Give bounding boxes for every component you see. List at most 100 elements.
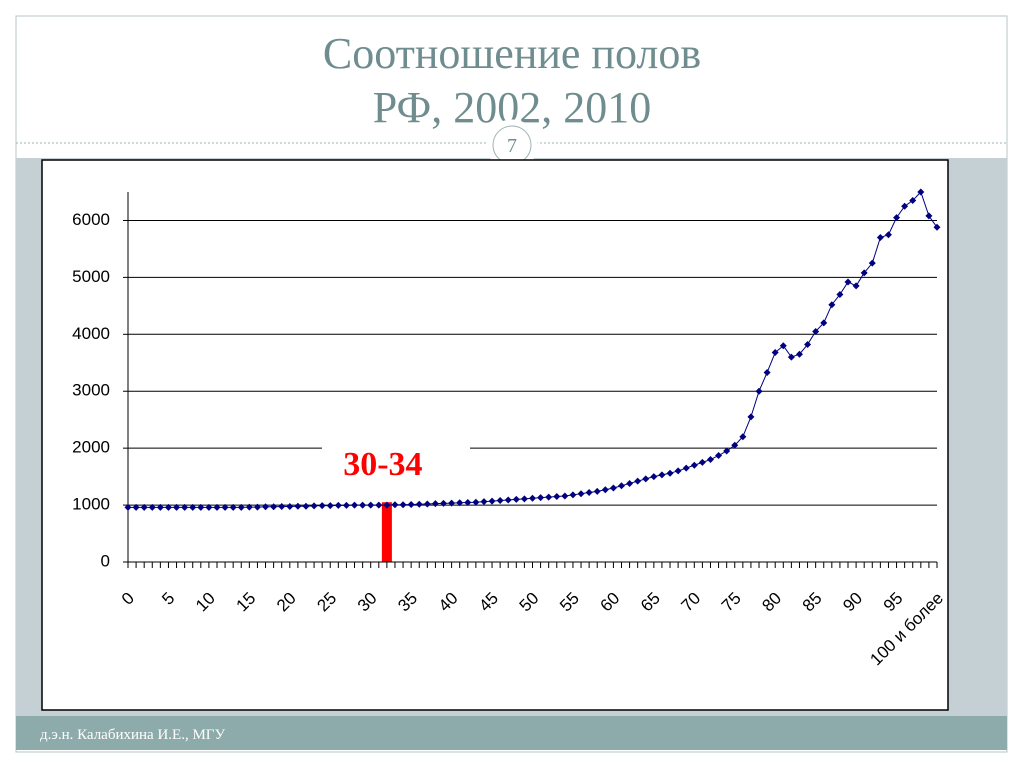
data-point (245, 503, 253, 511)
data-point (771, 349, 779, 357)
data-point (715, 452, 723, 460)
data-point (779, 342, 787, 350)
data-point (359, 501, 367, 509)
data-point (140, 503, 148, 511)
data-point (520, 495, 528, 503)
data-point (682, 464, 690, 472)
data-point (310, 502, 318, 510)
data-point (529, 494, 536, 502)
chart-box (41, 159, 949, 711)
data-point (229, 503, 237, 511)
data-point (795, 350, 803, 358)
data-point (512, 495, 520, 503)
data-point (270, 503, 278, 511)
data-point (537, 494, 545, 502)
annotation-bg (322, 440, 470, 484)
data-point (545, 493, 553, 501)
data-point (593, 487, 601, 495)
data-point (237, 503, 245, 511)
y-tick-label: 4000 (72, 324, 110, 343)
data-point (504, 496, 512, 504)
data-point (448, 499, 456, 507)
data-point (262, 503, 270, 511)
data-point (553, 493, 561, 501)
data-point (893, 214, 901, 222)
data-point (626, 479, 634, 487)
data-point (383, 501, 391, 509)
data-point (278, 503, 286, 510)
data-point (464, 499, 472, 507)
data-point (706, 456, 714, 464)
data-point (124, 503, 132, 511)
y-tick-label: 3000 (72, 381, 110, 400)
data-point (739, 433, 747, 441)
footer-bar (16, 716, 1007, 750)
data-point (181, 503, 189, 511)
data-point (334, 501, 342, 509)
data-point (318, 502, 326, 510)
data-point (480, 498, 488, 506)
data-point (205, 503, 213, 511)
data-point (213, 503, 221, 511)
data-point (431, 500, 439, 508)
data-point (496, 497, 504, 505)
data-point (804, 341, 812, 349)
data-point (367, 501, 375, 509)
data-point (884, 231, 892, 239)
data-point (415, 500, 423, 508)
data-point (440, 499, 448, 507)
data-point (585, 489, 593, 497)
data-point (634, 477, 642, 485)
page-number: 7 (507, 135, 517, 157)
y-tick-label: 2000 (72, 438, 110, 457)
data-point (917, 188, 925, 196)
data-point (342, 501, 350, 509)
data-point (456, 499, 464, 507)
data-point (294, 502, 302, 510)
data-point (609, 484, 617, 492)
data-point (326, 502, 334, 510)
data-point (901, 202, 909, 210)
annotation: 30-34 (343, 446, 422, 483)
data-point (132, 503, 140, 511)
data-point (561, 492, 569, 500)
data-point (173, 503, 181, 511)
data-point (666, 469, 674, 477)
data-point (472, 498, 480, 506)
data-point (302, 502, 310, 510)
data-point (787, 353, 795, 361)
data-point (828, 301, 836, 309)
data-point (658, 471, 666, 479)
data-point (286, 503, 294, 510)
data-point (698, 458, 706, 466)
y-tick-label: 6000 (72, 210, 110, 229)
data-point (836, 290, 844, 298)
data-point (844, 278, 852, 286)
data-point (820, 319, 828, 327)
data-point (747, 413, 755, 421)
data-point (156, 503, 164, 511)
footer-text: д.э.н. Калабихина И.Е., МГУ (40, 727, 225, 743)
data-point (755, 387, 763, 395)
data-point (690, 461, 698, 469)
data-point (731, 441, 739, 449)
data-point (189, 503, 197, 511)
highlight-bar (381, 502, 392, 562)
data-point (868, 259, 876, 267)
data-point (164, 503, 172, 511)
data-point (674, 467, 682, 475)
data-point (860, 269, 868, 277)
y-tick-label: 5000 (72, 267, 110, 286)
data-point (909, 197, 917, 205)
data-point (351, 501, 359, 509)
data-point (617, 482, 625, 490)
data-point (253, 503, 261, 511)
data-point (423, 500, 431, 508)
data-point (221, 503, 229, 511)
data-point (876, 234, 884, 242)
data-point (723, 447, 731, 455)
data-point (407, 501, 415, 509)
data-point (399, 501, 407, 509)
data-point (148, 503, 156, 511)
